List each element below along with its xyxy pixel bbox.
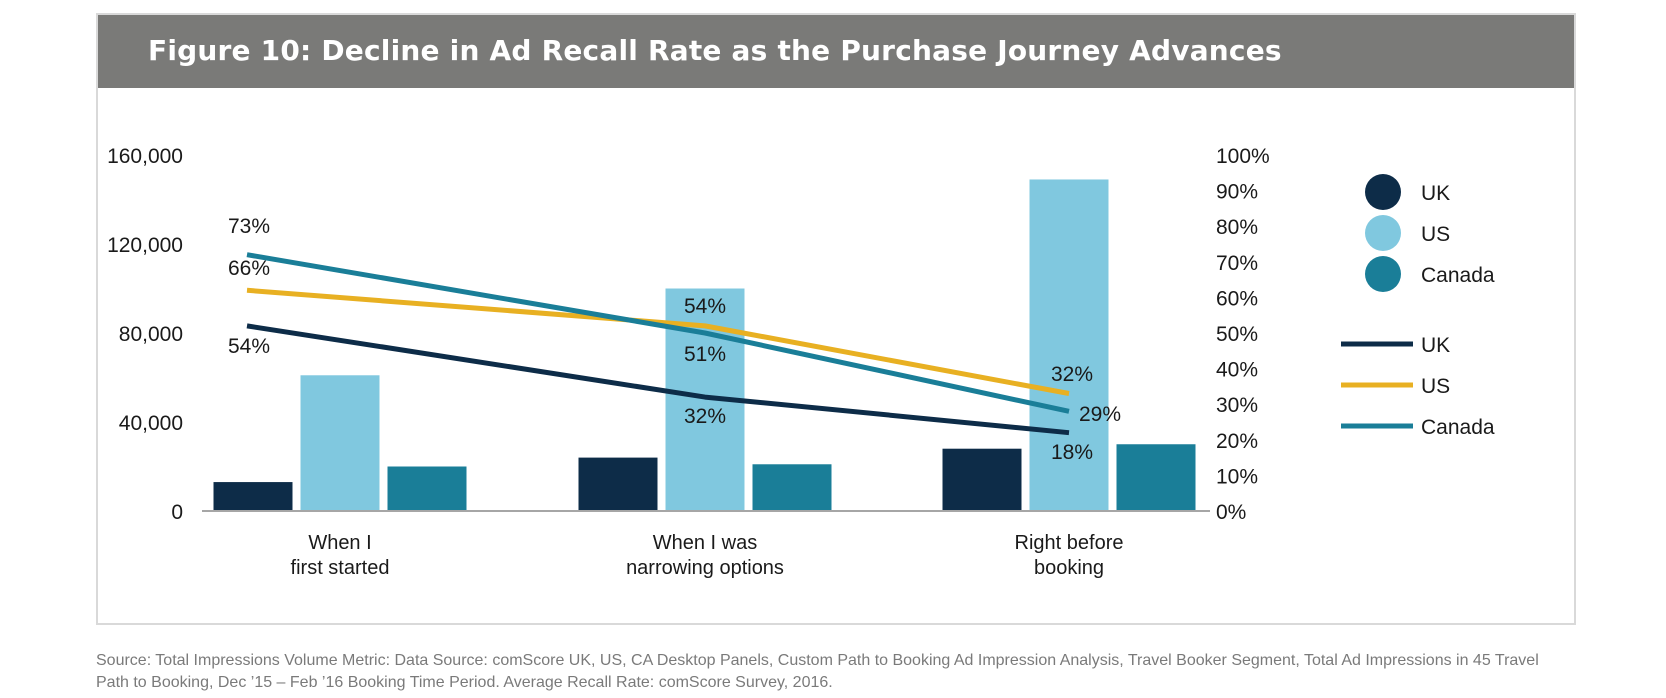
chart-title: Figure 10: Decline in Ad Recall Rate as … [148, 34, 1282, 67]
category-label: When I was [653, 532, 757, 554]
right-axis-tick-label: 20% [1216, 430, 1258, 453]
data-label-canada: 73% [228, 215, 270, 238]
category-label: booking [1034, 557, 1104, 579]
line-us [246, 287, 1070, 396]
category-label: first started [291, 557, 390, 579]
title-bar: Figure 10: Decline in Ad Recall Rate as … [98, 15, 1574, 88]
right-axis-tick-label: 50% [1216, 323, 1258, 346]
data-label-us: 54% [684, 295, 726, 318]
data-label-uk: 32% [684, 405, 726, 428]
category-label: narrowing options [626, 557, 784, 579]
right-axis-tick-label: 60% [1216, 287, 1258, 310]
bar-uk-1 [578, 457, 658, 511]
source-note: Source: Total Impressions Volume Metric:… [96, 652, 1539, 691]
legend-bar-swatch-uk [1365, 174, 1401, 210]
bar-uk-2 [942, 448, 1022, 511]
line-canada [246, 252, 1070, 414]
data-label-us: 32% [1051, 363, 1093, 386]
data-label-canada: 29% [1079, 403, 1121, 426]
data-label-us: 66% [228, 257, 270, 280]
right-axis-tick-label: 90% [1216, 181, 1258, 204]
category-label: When I [308, 532, 371, 554]
right-axis-tick-label: 80% [1216, 216, 1258, 239]
data-label-canada: 51% [684, 343, 726, 366]
right-axis-tick-label: 70% [1216, 252, 1258, 275]
category-label: Right before [1015, 532, 1124, 554]
right-axis-tick-label: 40% [1216, 359, 1258, 382]
right-axis-tick-label: 0% [1216, 501, 1246, 524]
legend-bar-label: US [1421, 223, 1450, 246]
bar-canada-2 [1116, 444, 1196, 511]
right-axis-tick-label: 100% [1216, 145, 1270, 168]
left-axis-tick-label: 0 [171, 501, 183, 524]
left-axis-tick-label: 160,000 [107, 145, 183, 168]
bar-uk-0 [213, 482, 293, 511]
legend-bar-label: Canada [1421, 264, 1495, 287]
legend-bar-label: UK [1421, 182, 1450, 205]
left-axis-tick-label: 120,000 [107, 234, 183, 257]
legend-line-label: UK [1421, 334, 1450, 357]
bar-canada-0 [387, 466, 467, 511]
right-axis-tick-label: 10% [1216, 465, 1258, 488]
legend-line-label: US [1421, 375, 1450, 398]
data-label-uk: 54% [228, 335, 270, 358]
left-axis-tick-label: 80,000 [119, 323, 183, 346]
left-axis-tick-label: 40,000 [119, 412, 183, 435]
bar-canada-1 [752, 464, 832, 511]
legend-bar-swatch-canada [1365, 256, 1401, 292]
bar-us-2 [1029, 179, 1109, 511]
data-label-uk: 18% [1051, 441, 1093, 464]
chart: 0 40,000 80,000 120,000 160,000 0% 10% 20% 30% 40… [107, 145, 1495, 579]
legend-line-label: Canada [1421, 416, 1495, 439]
right-axis-tick-label: 30% [1216, 394, 1258, 417]
legend-bar-swatch-us [1365, 215, 1401, 251]
line-uk [246, 323, 1070, 436]
chart-frame: Figure 10: Decline in Ad Recall Rate as … [96, 13, 1576, 625]
bar-us-0 [300, 375, 380, 511]
